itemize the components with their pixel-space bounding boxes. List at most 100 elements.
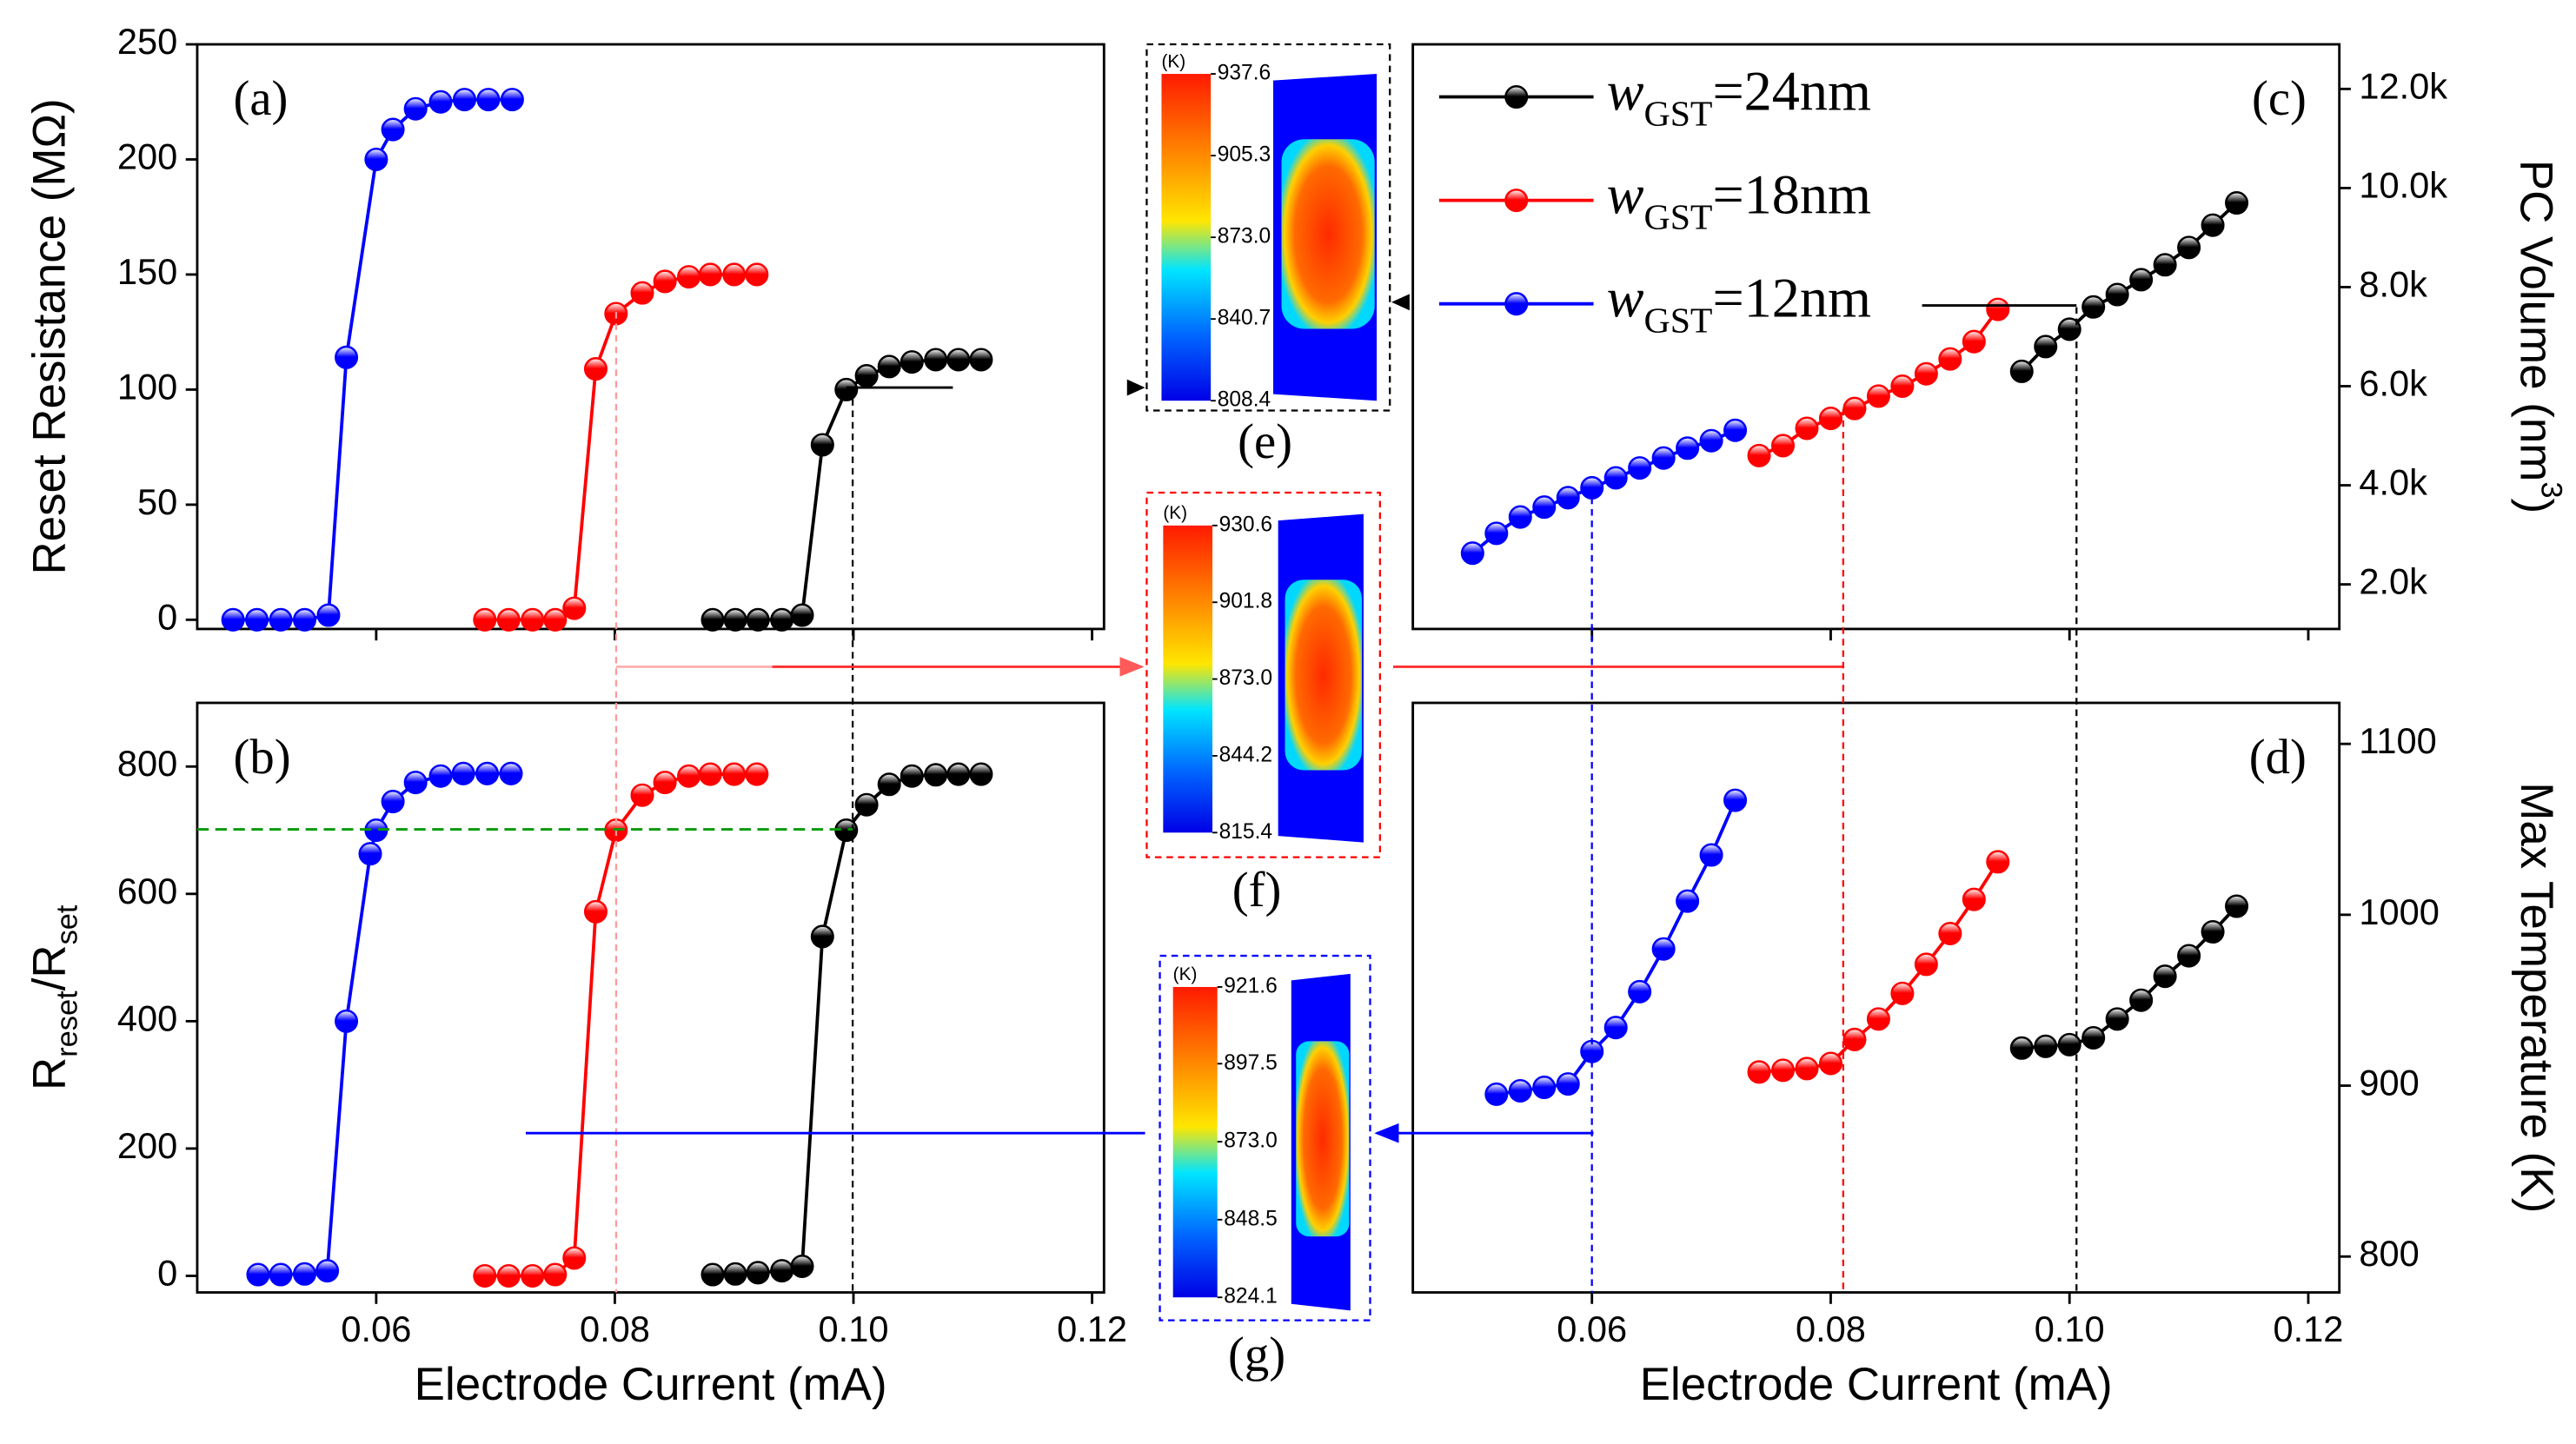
data-point bbox=[946, 348, 971, 372]
data-point bbox=[854, 792, 879, 817]
data-point bbox=[1580, 475, 1604, 500]
x-axis-label: Electrode Current (mA) bbox=[1640, 1359, 2113, 1410]
colorbar-tick-label: 901.8 bbox=[1219, 590, 1272, 613]
data-point bbox=[900, 764, 924, 788]
data-point bbox=[562, 1246, 587, 1270]
data-point bbox=[521, 1263, 545, 1288]
data-point bbox=[698, 262, 722, 287]
data-point bbox=[2081, 295, 2106, 319]
data-point bbox=[246, 1262, 270, 1287]
plot-frame bbox=[196, 701, 1105, 1294]
data-point bbox=[473, 1263, 497, 1288]
data-point bbox=[770, 1259, 794, 1283]
data-point bbox=[543, 607, 568, 632]
data-point bbox=[834, 377, 859, 401]
legend-label: wGST=12nm bbox=[1607, 267, 1871, 341]
legend-label: wGST=18nm bbox=[1607, 163, 1871, 237]
y-tick-label: 2.0k bbox=[2359, 561, 2427, 602]
colorbar-unit: (K) bbox=[1173, 964, 1198, 984]
data-point bbox=[2034, 1034, 2058, 1058]
data-point bbox=[381, 117, 405, 142]
data-point bbox=[1651, 446, 1676, 470]
panel-label: (a) bbox=[234, 71, 289, 126]
inset-label: (f) bbox=[1232, 863, 1282, 917]
data-point bbox=[2081, 1025, 2106, 1050]
data-point bbox=[1532, 1076, 1557, 1100]
data-point bbox=[2009, 359, 2034, 383]
data-point bbox=[1914, 361, 1938, 386]
data-point bbox=[2057, 317, 2081, 341]
colorbar-unit: (K) bbox=[1163, 503, 1187, 523]
data-point bbox=[1723, 788, 1748, 812]
data-point bbox=[521, 607, 545, 632]
data-point bbox=[630, 783, 654, 807]
data-point bbox=[316, 603, 341, 627]
data-point bbox=[2057, 1032, 2081, 1057]
legend-label: wGST=24nm bbox=[1607, 60, 1871, 134]
data-point bbox=[810, 433, 834, 457]
data-point bbox=[496, 607, 521, 632]
data-point bbox=[2105, 1007, 2129, 1031]
data-point bbox=[428, 764, 453, 788]
data-point bbox=[924, 348, 948, 372]
data-point bbox=[723, 607, 747, 632]
colorbar-tick-label: 937.6 bbox=[1218, 62, 1271, 85]
colorbar bbox=[1161, 74, 1212, 401]
colorbar bbox=[1163, 525, 1213, 833]
data-point bbox=[476, 88, 501, 112]
x-tick-label: 0.10 bbox=[819, 1308, 889, 1349]
colorbar-tick-label: 897.5 bbox=[1224, 1051, 1277, 1075]
y-tick-label: 900 bbox=[2359, 1063, 2419, 1103]
data-point bbox=[315, 1259, 340, 1283]
colorbar-tick-label: 930.6 bbox=[1219, 513, 1272, 536]
data-point bbox=[969, 762, 993, 786]
data-point bbox=[900, 350, 924, 374]
data-point bbox=[1723, 418, 1748, 442]
colorbar bbox=[1172, 986, 1218, 1298]
data-point bbox=[2225, 894, 2249, 918]
plot-frame bbox=[1411, 701, 2341, 1294]
plot-frame bbox=[196, 43, 1105, 631]
data-point bbox=[583, 899, 607, 924]
label-part: ) bbox=[2511, 498, 2562, 513]
data-point bbox=[473, 607, 497, 632]
data-point bbox=[475, 761, 500, 785]
data-point bbox=[790, 603, 814, 627]
arrowhead bbox=[1126, 379, 1145, 396]
x-axis-label: Electrode Current (mA) bbox=[415, 1359, 887, 1410]
data-point bbox=[1986, 297, 2010, 321]
data-point bbox=[403, 96, 428, 121]
data-point bbox=[1747, 443, 1771, 467]
data-point bbox=[1962, 329, 1986, 354]
data-point bbox=[1771, 434, 1796, 458]
data-point bbox=[221, 607, 245, 632]
data-point bbox=[1890, 374, 1915, 399]
y-axis-label: Rreset/Rset bbox=[24, 904, 84, 1090]
data-point bbox=[745, 262, 769, 287]
hot-zone bbox=[1296, 1041, 1350, 1237]
data-point bbox=[496, 1263, 521, 1288]
data-point bbox=[1484, 1082, 1509, 1106]
legend-marker bbox=[1504, 189, 1529, 213]
colorbar-tick-label: 844.2 bbox=[1219, 743, 1272, 766]
data-point bbox=[583, 357, 607, 381]
data-point bbox=[245, 607, 269, 632]
panel-label: (b) bbox=[234, 730, 291, 785]
annotation-lines bbox=[196, 294, 2078, 1293]
label-part: 3 bbox=[2535, 481, 2568, 498]
colorbar-tick-label: 848.5 bbox=[1224, 1207, 1277, 1230]
y-axis-label: Max Temperature (K) bbox=[2511, 782, 2562, 1213]
data-point bbox=[1914, 952, 1938, 977]
y-tick-label: 1000 bbox=[2359, 891, 2440, 932]
x-tick-label: 0.12 bbox=[2274, 1308, 2344, 1349]
data-point bbox=[1818, 1051, 1842, 1076]
data-point bbox=[745, 762, 769, 786]
series-line bbox=[257, 772, 512, 1276]
data-point bbox=[1866, 1007, 1890, 1031]
data-point bbox=[1866, 384, 1890, 408]
data-point bbox=[1508, 505, 1532, 529]
y-tick-label: 4.0k bbox=[2359, 462, 2427, 503]
colorbar-tick-label: 808.4 bbox=[1218, 388, 1271, 412]
data-point bbox=[722, 262, 747, 287]
data-point bbox=[653, 269, 677, 294]
